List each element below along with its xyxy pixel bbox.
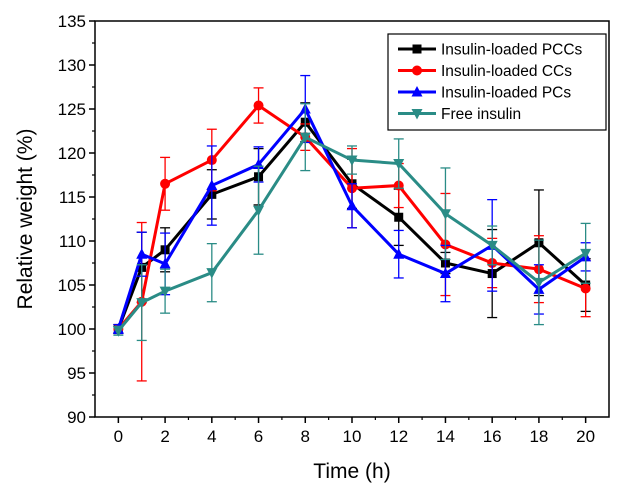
data-point (136, 248, 147, 259)
data-point (347, 200, 358, 211)
y-tick-label: 120 (58, 144, 86, 163)
x-tick-label: 4 (207, 427, 216, 446)
y-tick-label: 115 (59, 188, 86, 207)
x-tick-label: 0 (114, 427, 123, 446)
series-1 (113, 88, 590, 381)
legend: Insulin-loaded PCCs Insulin-loaded CCs Ins… (388, 34, 606, 130)
y-tick-label: 100 (58, 320, 86, 339)
x-tick-label: 18 (529, 427, 548, 446)
y-tick-label: 105 (58, 276, 86, 295)
y-axis-title: Relative weight (%) (14, 129, 37, 310)
data-point (254, 100, 264, 110)
y-tick-label: 95 (67, 364, 86, 383)
y-tick-label: 110 (59, 232, 86, 251)
x-tick-label: 14 (436, 427, 455, 446)
data-point (412, 66, 422, 76)
legend-label: Insulin-loaded PCCs (441, 42, 583, 59)
legend-label: Insulin-loaded CCs (441, 63, 572, 80)
y-tick-label: 125 (58, 100, 86, 119)
x-tick-label: 20 (576, 427, 595, 446)
data-point (394, 213, 403, 222)
legend-label: Free insulin (441, 106, 521, 123)
x-tick-label: 8 (301, 427, 310, 446)
data-point (413, 45, 422, 54)
data-point (440, 209, 451, 220)
y-tick-label: 130 (58, 56, 86, 75)
legend-label: Insulin-loaded PCs (441, 85, 571, 102)
x-tick-label: 12 (389, 427, 408, 446)
x-tick-label: 6 (254, 427, 263, 446)
x-tick-label: 10 (343, 427, 362, 446)
y-tick-label: 135 (58, 12, 86, 31)
data-point (160, 179, 170, 189)
x-tick-label: 16 (483, 427, 502, 446)
data-point (581, 284, 591, 294)
y-tick-label: 90 (67, 408, 86, 427)
x-tick-label: 2 (160, 427, 169, 446)
x-axis-title: Time (h) (313, 460, 390, 483)
